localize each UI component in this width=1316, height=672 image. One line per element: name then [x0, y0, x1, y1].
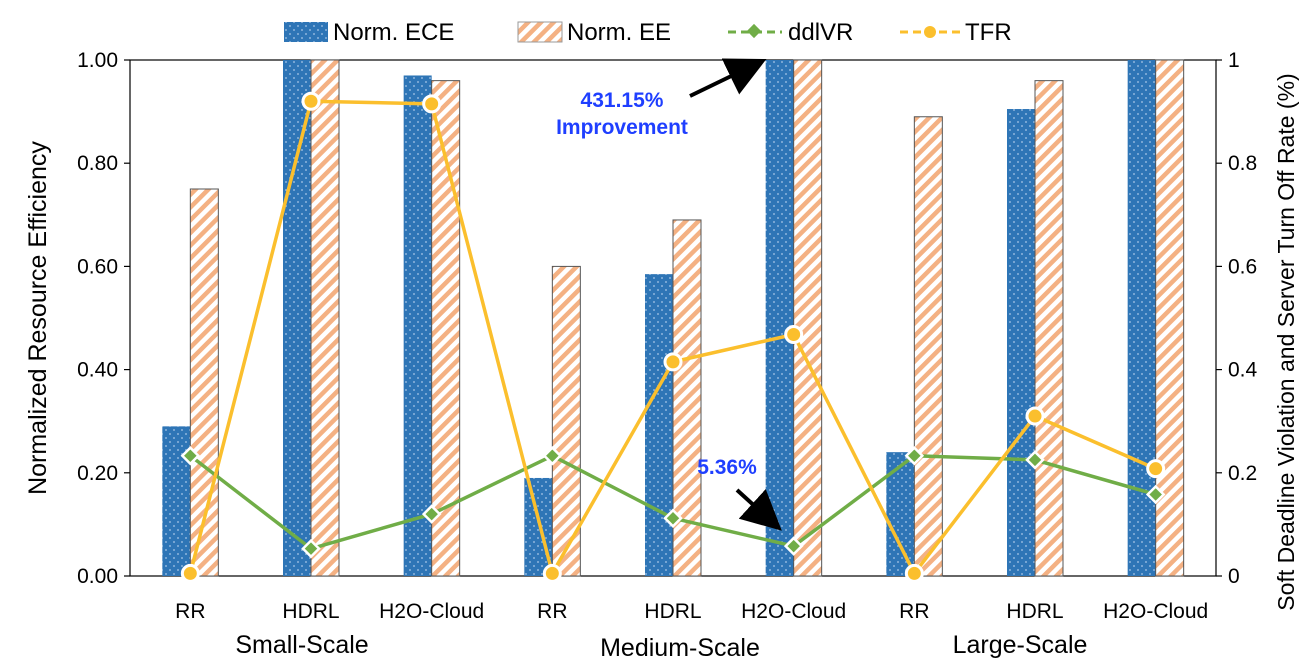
x-tick-label: HDRL — [1006, 600, 1063, 623]
lines — [180, 91, 1166, 583]
x-tick-label: HDRL — [282, 600, 339, 623]
y2-tick-label: 0.2 — [1228, 462, 1257, 485]
point-tfr — [784, 325, 804, 345]
y2-axis-label: Soft Deadline Violation and Server Turn … — [1273, 73, 1299, 610]
x-tick-label: H2O-Cloud — [741, 600, 846, 623]
bar-norm-ee — [189, 188, 219, 577]
point-tfr — [1025, 406, 1045, 426]
bar-norm-ece — [283, 60, 311, 576]
bar-norm-ee — [1034, 80, 1064, 577]
legend: Norm. ECE Norm. EE ddlVR TFR — [284, 19, 1012, 46]
point-tfr — [663, 352, 683, 372]
group-label-large: Large-Scale — [953, 631, 1088, 659]
bar-norm-ece — [162, 426, 191, 576]
annotation-improvement: 431.15% Improvement — [556, 58, 767, 139]
y-axis-left: 0.00 0.20 0.40 0.60 0.80 1.00 — [77, 49, 130, 588]
point-tfr — [422, 94, 442, 114]
y-tick-label: 0.40 — [77, 359, 118, 382]
legend-label-ee: Norm. EE — [567, 19, 671, 46]
y-axis-right: 0 0.2 0.4 0.6 0.8 1 — [1216, 49, 1258, 588]
bar-norm-ee — [913, 116, 943, 577]
bar-norm-ee — [551, 265, 581, 577]
point-tfr — [542, 563, 562, 583]
group-label-medium: Medium-Scale — [600, 634, 760, 662]
point-tfr — [180, 563, 200, 583]
legend-label-ece: Norm. ECE — [333, 19, 454, 46]
y2-tick-label: 0 — [1228, 565, 1240, 588]
bar-norm-ee — [793, 59, 823, 577]
annotation-ddlvr-arrow — [735, 488, 782, 531]
x-axis-categories: RR HDRL H2O-Cloud RR HDRL H2O-Cloud RR HDRL H2O-… — [175, 600, 1208, 623]
bar-norm-ee — [310, 59, 340, 577]
y-tick-label: 0.60 — [77, 255, 118, 278]
point-tfr — [301, 91, 321, 111]
x-tick-label: RR — [537, 600, 567, 623]
bar-norm-ece — [1007, 109, 1035, 577]
y2-tick-label: 0.4 — [1228, 359, 1258, 382]
point-ddlvr — [663, 508, 683, 528]
y-axis-label: Normalized Resource Efficiency — [24, 141, 52, 495]
bars — [162, 59, 1185, 577]
point-ddlvr — [1145, 484, 1166, 505]
point-ddlvr — [1025, 450, 1045, 470]
point-ddlvr — [421, 504, 442, 524]
annotation-improvement-arrow — [689, 58, 767, 98]
legend-label-ddlvr: ddlVR — [788, 19, 853, 46]
group-label-small: Small-Scale — [235, 631, 368, 659]
y-tick-label: 0.80 — [77, 152, 118, 175]
y-tick-label: 0.20 — [77, 462, 118, 485]
y2-tick-label: 1 — [1228, 49, 1240, 72]
point-ddlvr — [783, 536, 804, 556]
annotation-improvement-label: Improvement — [556, 116, 688, 139]
y-tick-label: 0.00 — [77, 565, 118, 588]
x-tick-label: HDRL — [644, 600, 701, 623]
bar-norm-ece — [403, 75, 432, 576]
point-ddlvr — [904, 446, 925, 466]
x-tick-label: H2O-Cloud — [379, 600, 484, 623]
legend-swatch-ee — [517, 21, 563, 43]
point-tfr — [1146, 459, 1166, 479]
point-ddlvr — [301, 538, 321, 559]
legend-swatch-ece — [284, 22, 328, 42]
bar-norm-ece — [765, 60, 794, 576]
point-tfr — [904, 563, 924, 583]
bar-norm-ece — [886, 452, 915, 576]
annotation-improvement-value: 431.15% — [581, 89, 664, 112]
x-tick-label: H2O-Cloud — [1103, 600, 1208, 623]
y2-tick-label: 0.8 — [1228, 152, 1257, 175]
y-tick-label: 1.00 — [77, 49, 118, 72]
legend-swatch-tfr — [900, 26, 960, 38]
legend-label-tfr: TFR — [965, 19, 1012, 46]
bar-norm-ece — [645, 274, 673, 576]
point-ddlvr — [542, 446, 563, 466]
x-tick-label: RR — [899, 600, 929, 623]
annotation-ddlvr-value: 5.36% — [697, 456, 757, 479]
annotation-ddlvr: 5.36% — [697, 456, 782, 531]
y2-tick-label: 0.6 — [1228, 255, 1257, 278]
point-ddlvr — [180, 446, 201, 466]
x-tick-label: RR — [175, 600, 205, 623]
legend-swatch-ddlvr — [728, 23, 782, 39]
